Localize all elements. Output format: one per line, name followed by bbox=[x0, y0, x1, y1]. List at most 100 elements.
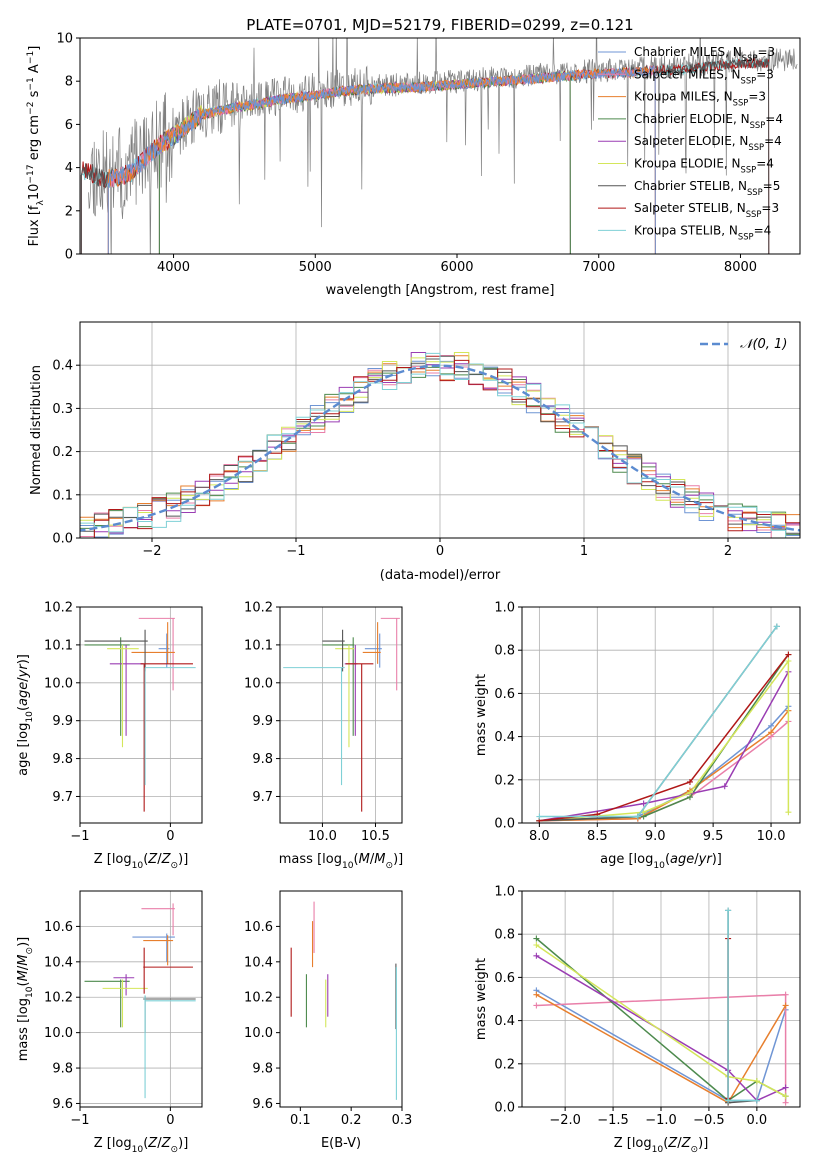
x-tick-label: 10.5 bbox=[361, 829, 390, 844]
y-tick-label: 9.6 bbox=[252, 1097, 273, 1112]
y-tick-label: 9.9 bbox=[52, 714, 73, 729]
marker-kroupa-stelib bbox=[536, 813, 543, 820]
x-axis-label: Z [log10(Z/Z⊙)] bbox=[94, 852, 189, 871]
marker-kroupa-stelib bbox=[725, 1097, 732, 1104]
axes-frame bbox=[79, 890, 203, 1108]
x-tick-label: 10.0 bbox=[757, 829, 786, 844]
x-tick-label: 0 bbox=[166, 1113, 174, 1128]
plot-area-mass_vs_Z bbox=[84, 903, 196, 1099]
y-tick-label: 0.0 bbox=[494, 817, 515, 832]
errorbar-salpeter-miles bbox=[138, 617, 175, 691]
y-tick-label: 9.9 bbox=[252, 714, 273, 729]
marker-kroupa-miles bbox=[533, 991, 540, 998]
marker-salpeter-stelib bbox=[785, 651, 792, 658]
marker-kroupa-elodie bbox=[782, 1093, 789, 1100]
marker-kroupa-elodie bbox=[785, 658, 792, 664]
marker-salpeter-elodie bbox=[640, 800, 647, 807]
errorbar-kroupa-elodie bbox=[335, 644, 355, 748]
y-tick-label: 0.8 bbox=[494, 644, 515, 659]
series-kroupa-stelib bbox=[536, 623, 780, 820]
axes-frame bbox=[79, 606, 203, 824]
x-tick-label: 0.1 bbox=[290, 1113, 311, 1128]
marker-salpeter-miles bbox=[782, 1099, 789, 1106]
x-tick-label: 8.5 bbox=[587, 829, 608, 844]
errorbar-kroupa-elodie bbox=[107, 644, 139, 748]
y-tick-label: 9.6 bbox=[52, 1097, 73, 1112]
marker-kroupa-elodie bbox=[785, 809, 792, 816]
x-tick-label: 4000 bbox=[157, 260, 190, 275]
series-chabrier-miles bbox=[536, 703, 792, 823]
errorbar-chabrier-stelib bbox=[322, 629, 345, 672]
plot-area-mass_vs_ebv bbox=[290, 901, 397, 1100]
series-chabrier-elodie bbox=[536, 651, 792, 823]
marker-kroupa-elodie bbox=[753, 1078, 760, 1085]
legend-label-kroupa-miles: Kroupa MILES, NSSP=3 bbox=[634, 90, 766, 108]
y-tick-label: 9.7 bbox=[52, 790, 73, 805]
y-tick-label: 10.0 bbox=[244, 676, 273, 691]
x-tick-label: 6000 bbox=[440, 260, 473, 275]
x-axis-label: Z [log10(Z/Z⊙)] bbox=[614, 1136, 709, 1155]
y-tick-label: 10.6 bbox=[244, 920, 273, 935]
y-tick-label: 10.2 bbox=[44, 991, 73, 1006]
series-salpeter-elodie bbox=[536, 668, 792, 823]
panel-age_vs_mass: 10.0 10.5 9.7 9.8 9.9 10.0 10.1 10.2 mass [log10… bbox=[244, 601, 403, 872]
model-chabrier-miles bbox=[107, 64, 656, 254]
x-tick-label: −1 bbox=[70, 829, 89, 844]
x-tick-label: 10.0 bbox=[308, 829, 337, 844]
marker-salpeter-miles bbox=[782, 991, 789, 998]
model-salpeter-elodie bbox=[158, 70, 571, 254]
plot-area-residuals bbox=[80, 352, 800, 538]
y-tick-label: 0.2 bbox=[52, 445, 73, 460]
line-salpeter-elodie bbox=[536, 955, 786, 1102]
y-axis-label: mass [log10(M/M⊙)] bbox=[16, 937, 35, 1061]
legend-label-chabrier-elodie: Chabrier ELODIE, NSSP=4 bbox=[634, 112, 783, 130]
y-axis-label: Normed distribution bbox=[29, 365, 44, 495]
y-tick-label: 10.1 bbox=[244, 638, 273, 653]
legend-label-kroupa-stelib: Kroupa STELIB, NSSP=4 bbox=[634, 223, 771, 241]
y-tick-label: 0.2 bbox=[494, 773, 515, 788]
errorbar-salpeter-elodie bbox=[113, 974, 135, 996]
y-tick-label: 10.0 bbox=[44, 1026, 73, 1041]
legend-label-chabrier-miles: Chabrier MILES, NSSP=3 bbox=[634, 45, 775, 63]
legend-label-salpeter-miles: Salpeter MILES, NSSP=3 bbox=[634, 67, 774, 85]
y-tick-label: 9.8 bbox=[252, 752, 273, 767]
y-axis-label: mass weight bbox=[474, 674, 489, 756]
model-kroupa-miles bbox=[107, 66, 656, 254]
y-tick-label: 9.8 bbox=[52, 752, 73, 767]
axes-frame bbox=[279, 890, 403, 1108]
model-chabrier-elodie bbox=[158, 71, 571, 254]
series-salpeter-stelib bbox=[536, 651, 792, 823]
panel-weight_vs_Z: −2.0 −1.5 −1.0 −0.5 0.0 0.0 0.2 0.4 0.6 0.8 1.0 Z [… bbox=[474, 885, 801, 1155]
marker-kroupa-miles bbox=[782, 1002, 789, 1009]
x-tick-label: 0 bbox=[436, 544, 444, 559]
x-tick-label: −2 bbox=[142, 544, 161, 559]
axes-frame bbox=[279, 606, 403, 824]
x-tick-label: 7000 bbox=[582, 260, 615, 275]
axes-frame bbox=[79, 37, 801, 255]
marker-salpeter-miles bbox=[533, 1002, 540, 1009]
marker-salpeter-elodie bbox=[533, 952, 540, 959]
x-tick-label: −1 bbox=[286, 544, 305, 559]
line-kroupa-stelib bbox=[727, 910, 757, 1102]
x-axis-label: Z [log10(Z/Z⊙)] bbox=[94, 1136, 189, 1155]
y-tick-label: 9.8 bbox=[252, 1062, 273, 1077]
y-tick-label: 0.4 bbox=[52, 359, 73, 374]
y-tick-label: 1.0 bbox=[494, 601, 515, 616]
marker-kroupa-stelib bbox=[634, 813, 641, 820]
legend-label-kroupa-elodie: Kroupa ELODIE, NSSP=4 bbox=[634, 157, 774, 175]
axes-frame bbox=[521, 606, 801, 824]
x-axis-label: mass [log10(M/M⊙)] bbox=[279, 852, 403, 871]
x-tick-label: 8.0 bbox=[529, 829, 550, 844]
y-axis-label: Flux [fλ10−17 erg cm−2 s−1 A−1] bbox=[26, 46, 46, 247]
y-tick-label: 10.0 bbox=[244, 1026, 273, 1041]
y-tick-label: 0.6 bbox=[494, 971, 515, 986]
model-salpeter-miles bbox=[107, 65, 656, 254]
x-tick-label: 1 bbox=[580, 544, 588, 559]
x-axis-label: wavelength [Angstrom, rest frame] bbox=[326, 283, 555, 298]
panel-mass_vs_ebv: 0.1 0.2 0.3 9.6 9.8 10.0 10.2 10.4 10.6 E(B-V) bbox=[244, 890, 413, 1151]
x-tick-label: 0.3 bbox=[392, 1113, 413, 1128]
y-tick-label: 0.4 bbox=[494, 730, 515, 745]
marker-chabrier-elodie bbox=[533, 935, 540, 942]
panel-weight_vs_age: 8.0 8.5 9.0 9.5 10.0 0.0 0.2 0.4 0.6 0.8 1.0 age [l… bbox=[474, 601, 801, 871]
errorbar-kroupa-stelib bbox=[283, 667, 345, 786]
